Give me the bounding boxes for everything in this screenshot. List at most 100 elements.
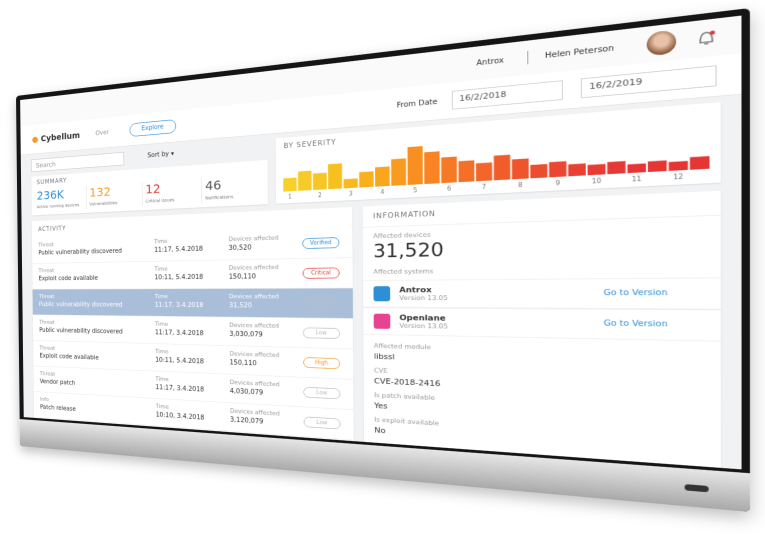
devices: 150,110 xyxy=(229,359,257,368)
time: 11:17, 3.4.2018 xyxy=(154,329,204,338)
status-badge[interactable]: Low xyxy=(302,297,340,309)
explore-button[interactable]: Explore xyxy=(129,119,177,137)
date-to[interactable]: 16/2/2019 xyxy=(580,65,717,99)
devices: 4,030,079 xyxy=(229,387,264,397)
devices: 150,110 xyxy=(228,273,256,281)
bar xyxy=(668,160,688,171)
user-name[interactable]: Helen Peterson xyxy=(544,44,615,61)
field-value: No xyxy=(374,425,386,436)
stat-label: Vulnerabilities xyxy=(89,200,118,207)
time-label: Time xyxy=(154,238,168,246)
screen: Antrox Helen Peterson ● Cybellum Over Ex… xyxy=(20,15,742,470)
severity-card: BY SEVERITY 1 2 3 4 5 6 7 8 9 10 11 12 xyxy=(275,102,721,204)
time: 10:10, 3.4.2018 xyxy=(155,411,205,422)
event-name: Public vulnerability discovered xyxy=(38,301,123,309)
stat-value: 12 xyxy=(145,181,161,197)
devices: 30,520 xyxy=(228,244,252,252)
bar xyxy=(407,146,423,185)
information-card: INFORMATION Affected devices 31,520 Affe… xyxy=(362,190,721,470)
bar xyxy=(627,163,646,174)
logo-text: Cybellum xyxy=(40,130,81,144)
bar xyxy=(458,160,475,183)
devices-label: Devices affected xyxy=(228,235,279,244)
devices: 3,120,079 xyxy=(229,416,264,426)
event-type: Threat xyxy=(38,268,55,275)
time: 10:11, 5.4.2018 xyxy=(155,356,204,366)
nav-link[interactable]: Over xyxy=(95,129,109,138)
status-badge[interactable]: Low xyxy=(302,327,340,339)
bar xyxy=(568,163,586,177)
x-tick-label: 6 xyxy=(447,185,452,193)
stat-value: 236K xyxy=(36,187,64,203)
bar xyxy=(297,170,312,191)
activity-row[interactable]: Threat Public vulnerability discovered Tim… xyxy=(32,288,353,319)
system-name: Openlane xyxy=(399,313,446,323)
x-tick-label: 8 xyxy=(518,181,523,189)
system-version: Version 13.05 xyxy=(399,295,448,303)
x-tick-label: 12 xyxy=(673,173,684,182)
affected-devices-label: Affected devices xyxy=(373,231,431,241)
status-badge[interactable]: High xyxy=(303,357,341,370)
avatar[interactable] xyxy=(646,29,677,57)
devices: 31,520 xyxy=(229,302,252,310)
bar xyxy=(549,161,567,178)
date-from[interactable]: 16/2/2018 xyxy=(451,80,563,110)
status-badge[interactable]: Low xyxy=(303,416,341,430)
bar xyxy=(607,161,626,175)
event-type: Threat xyxy=(39,345,55,352)
sort-dropdown[interactable]: Sort by ▾ xyxy=(147,150,174,160)
field-value: CVE-2018-2416 xyxy=(374,376,441,389)
field-label: Affected module xyxy=(373,343,431,352)
system-row: Openlane Version 13.05 Go to Version xyxy=(363,307,721,342)
bell-icon[interactable] xyxy=(696,28,716,48)
bar xyxy=(328,163,343,190)
information-title: INFORMATION xyxy=(373,210,436,221)
time-label: Time xyxy=(154,321,169,328)
sort-label: Sort by xyxy=(147,150,169,160)
stat-value: 46 xyxy=(205,177,222,194)
status-badge[interactable]: Critical xyxy=(302,267,340,279)
bar xyxy=(424,151,440,185)
field-value: libssl xyxy=(373,351,395,362)
event-name: Public vulnerability discovered xyxy=(39,327,123,336)
summary-title: SUMMARY xyxy=(36,177,67,186)
system-name: Antrox xyxy=(399,285,432,295)
devices-label: Devices affected xyxy=(229,351,280,360)
severity-chart: 1 2 3 4 5 6 7 8 9 10 11 12 xyxy=(283,146,710,201)
bar xyxy=(391,158,407,186)
stat-label: Notifications xyxy=(205,194,234,201)
event-type: Threat xyxy=(38,294,55,300)
bar xyxy=(343,178,358,189)
event-name: Exploit code available xyxy=(39,352,99,362)
x-tick-label: 9 xyxy=(555,179,560,188)
monitor: Antrox Helen Peterson ● Cybellum Over Ex… xyxy=(16,7,750,512)
bar xyxy=(441,156,457,184)
bar xyxy=(493,154,511,181)
stat-value: 132 xyxy=(89,184,111,200)
time: 11:17, 3.4.2018 xyxy=(155,384,205,394)
devices-label: Devices affected xyxy=(229,322,280,330)
go-to-version[interactable]: Go to Version xyxy=(603,319,668,329)
time-label: Time xyxy=(154,293,168,301)
divider xyxy=(201,178,203,204)
time-label: Time xyxy=(155,348,169,356)
activity-row[interactable]: Threat Exploit code available Time 10:11, 5… xyxy=(32,257,353,290)
status-badge[interactable]: Verified xyxy=(302,237,340,249)
time: 11:17, 5.4.2018 xyxy=(154,245,204,254)
go-to-version[interactable]: Go to Version xyxy=(603,288,668,298)
logo[interactable]: ● Cybellum xyxy=(31,130,81,145)
activity-card: ACTIVITY Threat Public vulnerability disc… xyxy=(31,206,354,444)
x-tick-label: 5 xyxy=(413,187,417,195)
system-icon xyxy=(373,286,391,302)
search-input[interactable]: Search xyxy=(31,151,125,173)
x-tick-label: 2 xyxy=(318,192,322,200)
event-type: Threat xyxy=(39,371,56,378)
bar xyxy=(511,158,529,180)
stat-label: Critical issues xyxy=(145,197,175,204)
status-badge[interactable]: Low xyxy=(303,386,341,400)
devices: 3,030,079 xyxy=(229,330,263,339)
company[interactable]: Antrox xyxy=(476,56,504,68)
event-type: Threat xyxy=(38,242,54,249)
bar xyxy=(647,160,667,173)
